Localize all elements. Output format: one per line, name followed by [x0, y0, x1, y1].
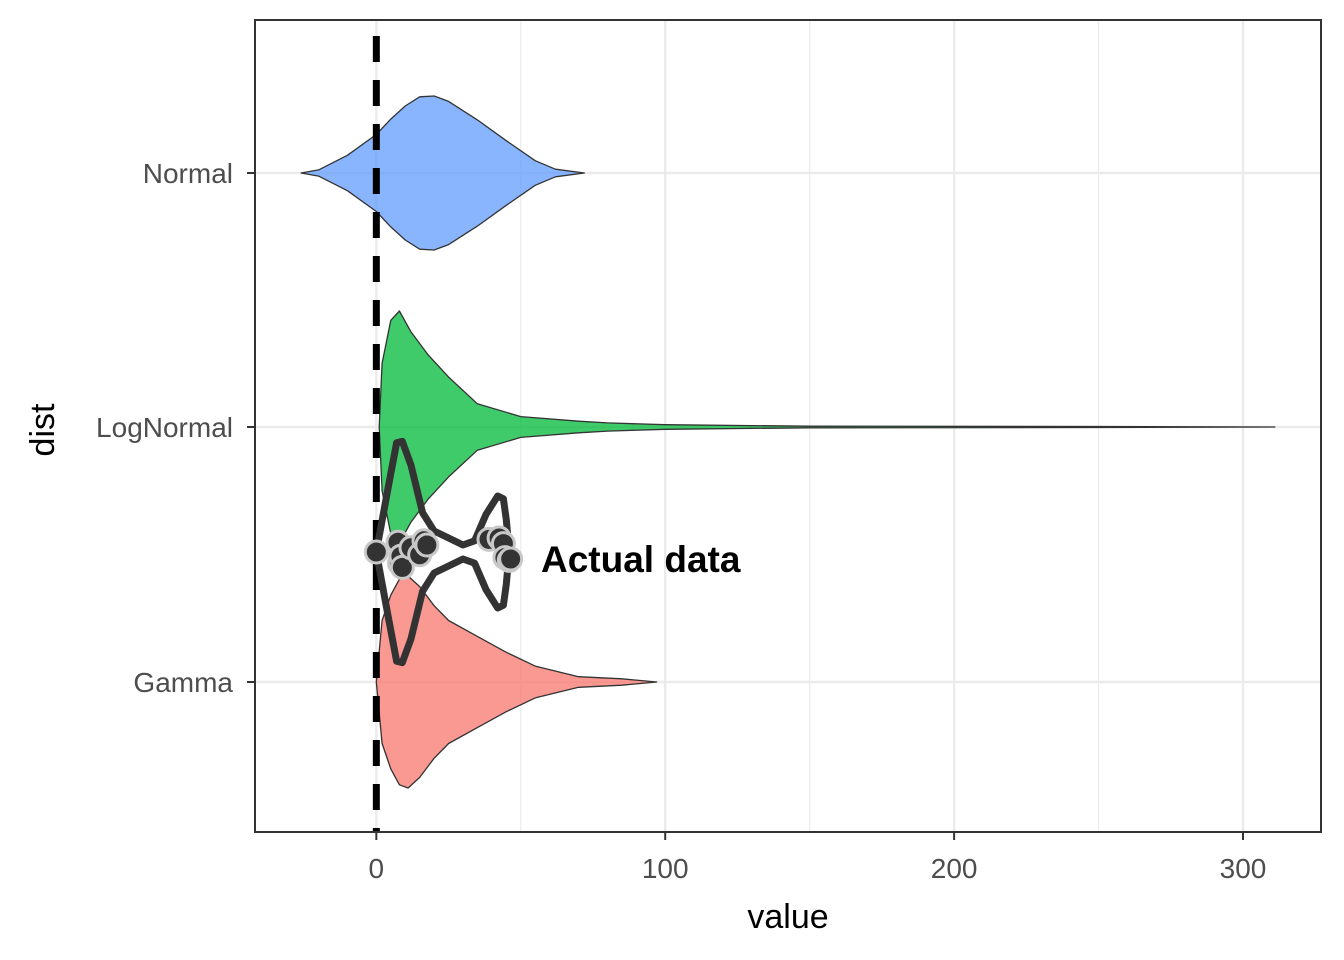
- actual-data-point: [363, 539, 389, 565]
- actual-data-point: [498, 546, 524, 572]
- actual-data-point: [414, 532, 440, 558]
- x-tick-label: 0: [369, 853, 385, 884]
- violin-gamma: [375, 575, 658, 789]
- violin-normal: [300, 95, 585, 251]
- x-tick-label: 100: [642, 853, 689, 884]
- y-axis-title: dist: [24, 403, 62, 456]
- actual-data-label: Actual data: [541, 539, 741, 580]
- x-axis-title: value: [747, 898, 828, 936]
- x-tick-label: 300: [1220, 853, 1267, 884]
- y-tick-label: LogNormal: [96, 412, 233, 443]
- y-tick-label: Gamma: [133, 667, 233, 698]
- y-tick-label: Normal: [143, 158, 233, 189]
- axes: 0 100 200 300 Normal LogNormal Gamma: [96, 158, 1266, 884]
- actual-data-group: [363, 437, 524, 667]
- violins: [300, 95, 1276, 789]
- x-tick-label: 200: [931, 853, 978, 884]
